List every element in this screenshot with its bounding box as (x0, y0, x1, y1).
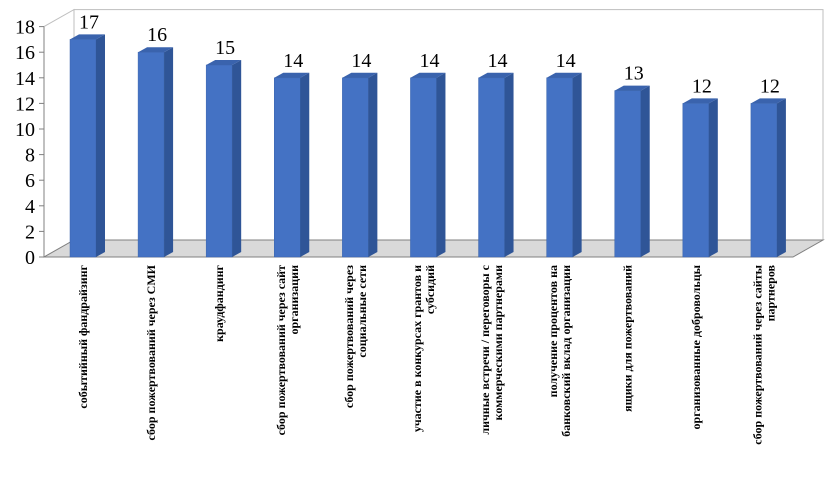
x-category-label: субсидий (423, 265, 437, 314)
bar-side (572, 72, 582, 257)
bar-front (546, 77, 573, 258)
x-category-label: получение процентов на (546, 265, 560, 397)
bar-top (138, 47, 174, 53)
side-wall (43, 8, 75, 258)
bar-top (478, 72, 514, 78)
data-label: 12 (760, 75, 780, 97)
x-category-label: сбор пожертвований через сайт (274, 265, 288, 436)
y-tick-label: 2 (25, 221, 35, 243)
data-label: 12 (692, 75, 712, 97)
x-category-label: сбор пожертвований через (342, 265, 356, 408)
bar-front (274, 77, 301, 258)
bar-front (205, 64, 233, 258)
bar-front (614, 90, 641, 258)
y-tick-label: 12 (15, 93, 35, 115)
data-label: 14 (351, 50, 371, 72)
y-tick-label: 4 (25, 196, 35, 218)
x-category-label: сбор пожертвований через сайты (750, 264, 764, 444)
x-category-label: банковский вклад организации (559, 265, 573, 437)
data-label: 16 (147, 24, 167, 46)
x-category-label: сбор пожертвований через СМИ (144, 264, 158, 440)
bar-side (436, 72, 446, 257)
bar-front (750, 103, 778, 258)
bar-top (546, 72, 582, 78)
x-category-label: краудфандинг (212, 264, 226, 341)
bar-side (232, 60, 242, 257)
bar-front (69, 39, 97, 258)
data-label: 17 (79, 11, 99, 33)
bar-front (682, 103, 710, 258)
x-category-label: партнеров (763, 264, 777, 321)
x-category-label: коммерческими партнерами (491, 265, 505, 420)
bar-side (96, 34, 105, 258)
y-tick-label: 14 (15, 68, 35, 90)
x-category-label: организованные добровольцы (689, 264, 703, 429)
data-label: 14 (488, 50, 508, 72)
bar-top (750, 98, 786, 104)
bar-front (342, 77, 369, 258)
x-category-label: ящики для пожертвований (621, 265, 635, 412)
y-tick-label: 8 (25, 145, 35, 167)
bar-top (410, 72, 446, 78)
x-category-label: социальные сети (355, 265, 369, 358)
y-tick-label: 16 (15, 42, 35, 64)
x-category-label: событийный фандрайзинг (76, 264, 90, 408)
x-category-label: организации (287, 265, 301, 335)
bar-side (504, 72, 514, 257)
y-tick-label: 10 (15, 119, 35, 141)
y-tick-label: 0 (25, 247, 35, 269)
bar-side (164, 47, 174, 258)
y-tick-label: 18 (15, 17, 35, 39)
bar-top (274, 72, 310, 78)
x-category-label: участие в конкурсах грантов и (410, 265, 424, 432)
bar-side (776, 98, 786, 258)
bar-side (368, 72, 378, 257)
data-label: 15 (215, 37, 235, 59)
data-label: 14 (556, 50, 576, 72)
data-label: 14 (283, 50, 303, 72)
y-tick-label: 6 (25, 170, 35, 192)
bar-front (478, 77, 505, 258)
bar-side (300, 72, 310, 257)
bar-top (614, 85, 650, 91)
bar-top (682, 98, 718, 104)
data-label: 14 (419, 50, 439, 72)
x-category-label: личные встречи / переговоры с (478, 264, 492, 434)
bar-front (410, 77, 437, 258)
bar-side (640, 85, 650, 257)
bar-front (137, 51, 165, 258)
bar-top (206, 60, 242, 65)
data-label: 13 (624, 63, 644, 85)
bar-top (342, 72, 378, 78)
bar-top (70, 34, 105, 40)
bar-side (708, 98, 718, 258)
